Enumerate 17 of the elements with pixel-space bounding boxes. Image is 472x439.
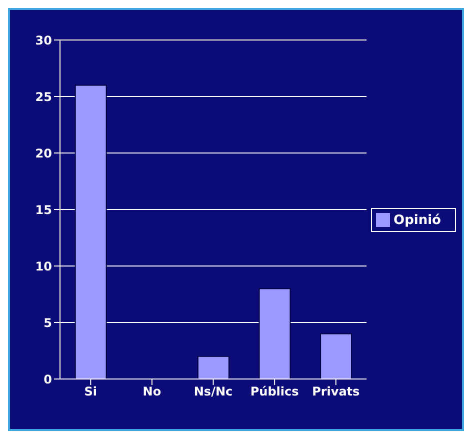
bar [320, 333, 352, 379]
y-tick-label: 0 [44, 372, 52, 386]
y-tick-label: 5 [44, 316, 52, 330]
bar [258, 288, 291, 379]
y-tick-label: 10 [35, 259, 52, 274]
legend-label: Opinió [394, 212, 441, 228]
y-tick-label: 20 [35, 146, 52, 160]
x-tick-label: Públics [250, 384, 299, 399]
y-tick-label: 30 [35, 33, 52, 48]
y-tick-label: 25 [35, 90, 52, 104]
x-tick-label: No [142, 384, 162, 399]
bar [197, 356, 230, 379]
y-tick-label: 15 [35, 202, 52, 217]
x-tick-label: Si [84, 384, 98, 399]
x-tick-label: Ns/Nc [194, 384, 233, 399]
x-tick-label: Privats [312, 384, 360, 399]
bar [74, 84, 107, 379]
